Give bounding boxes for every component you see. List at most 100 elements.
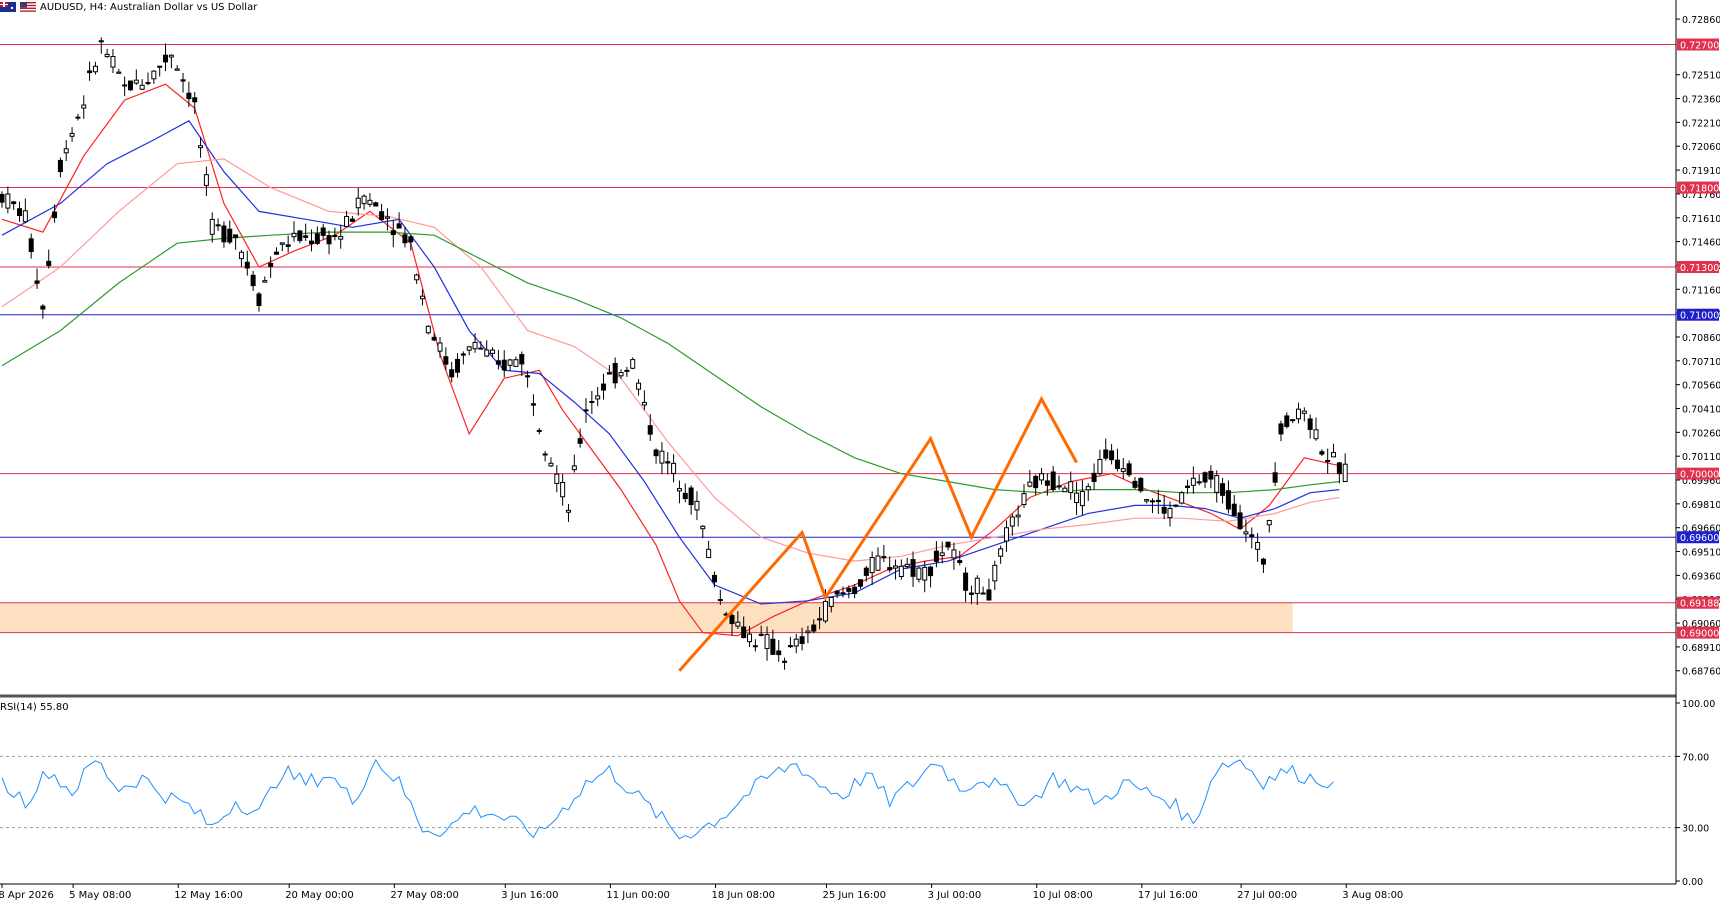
candle-body [1074, 492, 1080, 504]
level-label: 0.70000 [1680, 470, 1719, 481]
price-tick-label: 0.71760 [1682, 190, 1720, 201]
candle-body [682, 492, 688, 500]
candle-body [1301, 410, 1307, 414]
candle-body [641, 401, 647, 406]
candle-body [1167, 507, 1173, 519]
candle-body [297, 230, 303, 242]
level-tag [1677, 467, 1719, 480]
candle-body [1126, 463, 1132, 476]
candle-body [69, 132, 75, 137]
candle-body [647, 425, 653, 435]
candle-body [706, 548, 712, 559]
candle-body [1003, 527, 1009, 542]
time-tick-label: 18 Jun 08:00 [712, 890, 776, 901]
candle-body [256, 293, 262, 306]
candle-body [846, 588, 852, 592]
candle-body [344, 215, 350, 228]
candle-body [87, 70, 93, 74]
candle-body [174, 68, 180, 71]
candle-body [1243, 531, 1249, 535]
candle-body [28, 238, 34, 253]
candle-body [250, 274, 256, 287]
level-tag [1677, 531, 1719, 544]
candle-body [1120, 468, 1126, 472]
candle-body [92, 65, 98, 73]
time-tick-label: 27 May 08:00 [390, 890, 459, 901]
candle-body [963, 572, 969, 591]
candle-body [22, 210, 28, 223]
candle-body [1056, 485, 1062, 488]
candle-body [1336, 462, 1342, 475]
candle-body [536, 429, 542, 432]
candle-body [408, 236, 414, 243]
time-tick-label: 5 May 08:00 [69, 890, 131, 901]
candle-body [291, 232, 297, 238]
candle-body [1190, 477, 1196, 486]
support-zone [0, 602, 1293, 633]
candle-body [1255, 541, 1261, 550]
candle-body [1249, 534, 1255, 538]
time-tick-label: 20 May 00:00 [285, 890, 354, 901]
rsi-label: RSI(14) 55.80 [0, 702, 69, 713]
candle-body [431, 336, 437, 341]
time-tick-label: 25 Jun 16:00 [822, 890, 886, 901]
candle-body [1196, 481, 1202, 484]
candle-body [1085, 486, 1091, 491]
candle-body [273, 251, 279, 255]
candle-body [57, 159, 63, 173]
candle-body [828, 596, 834, 607]
price-tick-label: 0.71610 [1682, 214, 1720, 225]
candle-body [589, 401, 595, 404]
candle-body [998, 548, 1004, 557]
candle-body [787, 645, 793, 648]
candle-body [384, 216, 390, 219]
candle-body [233, 234, 239, 239]
time-tick-label: 3 Jun 16:00 [501, 890, 558, 901]
candle-body [916, 567, 922, 580]
candle-body [209, 218, 215, 235]
candle-body [367, 199, 373, 205]
candle-body [198, 145, 204, 149]
candle-body [1068, 481, 1074, 494]
price-tick-label: 0.69060 [1682, 619, 1720, 630]
price-tick-label: 0.69960 [1682, 476, 1720, 487]
candle-body [419, 295, 425, 300]
candle-body [752, 645, 758, 648]
level-tag [1677, 181, 1719, 194]
candle-body [180, 79, 186, 82]
candle-body [192, 97, 198, 103]
candle-body [127, 80, 133, 91]
candle-body [1278, 423, 1284, 435]
time-tick-label: 27 Jul 00:00 [1237, 890, 1297, 901]
rsi-line [1, 758, 1334, 840]
candle-body [244, 261, 250, 269]
symbol-title-bar: AUDUSD, H4: Australian Dollar vs US Doll… [0, 0, 257, 14]
level-tag [1677, 261, 1719, 274]
candle-body [560, 482, 566, 498]
candle-body [116, 71, 122, 74]
us-flag-icon [20, 2, 36, 12]
price-tick-label: 0.71460 [1682, 238, 1720, 249]
candle-body [1033, 475, 1039, 489]
candle-body [1272, 472, 1278, 483]
candle-body [857, 579, 863, 587]
candle-body [338, 236, 344, 240]
candle-body [163, 54, 169, 63]
candle-body [671, 462, 677, 474]
level-label: 0.72700 [1680, 41, 1719, 52]
candle-body [834, 590, 840, 595]
candle-body [1161, 506, 1167, 514]
candle-body [1138, 477, 1144, 492]
candle-body [1319, 451, 1325, 455]
candle-body [735, 621, 741, 627]
candle-body [904, 563, 910, 568]
candle-body [1062, 487, 1068, 493]
candle-body [268, 262, 274, 267]
candle-body [852, 586, 858, 594]
price-tick-label: 0.70410 [1682, 404, 1720, 415]
candle-body [676, 488, 682, 492]
candle-body [98, 40, 104, 43]
candle-body [992, 564, 998, 582]
